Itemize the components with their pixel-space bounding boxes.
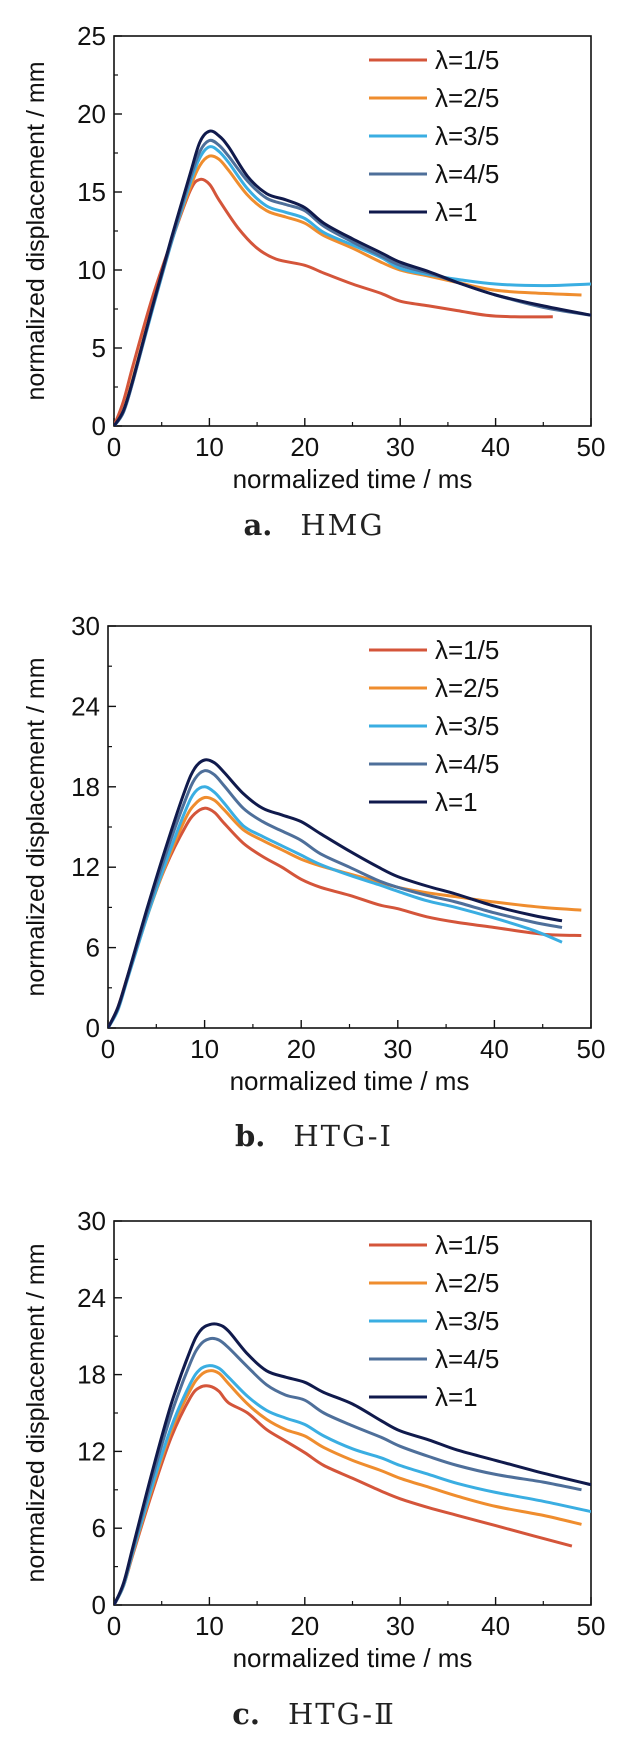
legend-label: λ=2/5 bbox=[435, 673, 499, 703]
caption-letter: b. bbox=[235, 1119, 266, 1153]
chart-panel-hmg: 0 10 20 30 40 50 0 5 10 15 20 25 normalized time / m… bbox=[0, 0, 628, 560]
y-tick-label: 30 bbox=[71, 611, 100, 641]
y-tick-label: 24 bbox=[77, 1283, 106, 1313]
series-line bbox=[108, 758, 563, 1028]
x-tick-label: 40 bbox=[481, 1611, 510, 1641]
y-tick-label: 0 bbox=[86, 1013, 100, 1043]
x-axis-label: normalized time / ms bbox=[233, 1643, 473, 1673]
series-line bbox=[114, 1384, 573, 1605]
x-tick-label: 20 bbox=[290, 432, 319, 462]
x-tick-label: 0 bbox=[107, 432, 121, 462]
y-tick-label: 12 bbox=[77, 1436, 106, 1466]
caption-name: HTG-Ⅱ bbox=[287, 1697, 396, 1731]
legend-label: λ=3/5 bbox=[435, 711, 499, 741]
y-tick-label: 5 bbox=[92, 333, 106, 363]
series-line bbox=[108, 769, 563, 1028]
y-axis-label: normalized displacement / mm bbox=[22, 1243, 50, 1582]
x-tick-label: 10 bbox=[195, 1611, 224, 1641]
legend-label: λ=4/5 bbox=[435, 159, 499, 189]
caption-htg-1: b. HTG-Ⅰ bbox=[0, 1119, 628, 1153]
legend-label: λ=2/5 bbox=[435, 1268, 499, 1298]
series-line bbox=[114, 1364, 591, 1605]
x-tick-label: 10 bbox=[195, 432, 224, 462]
caption-hmg: a. HMG bbox=[0, 508, 628, 542]
x-tick-label: 0 bbox=[101, 1034, 115, 1064]
x-tick-label: 40 bbox=[480, 1034, 509, 1064]
x-tick-label: 50 bbox=[577, 1611, 606, 1641]
caption-name: HMG bbox=[300, 508, 385, 542]
x-axis-label: normalized time / ms bbox=[230, 1066, 470, 1096]
series-line bbox=[108, 795, 582, 1028]
series-line bbox=[114, 129, 591, 426]
y-tick-label: 15 bbox=[77, 177, 106, 207]
x-tick-label: 50 bbox=[577, 432, 606, 462]
legend-label: λ=1/5 bbox=[435, 1230, 499, 1260]
y-tick-label: 20 bbox=[77, 99, 106, 129]
legend-label: λ=1 bbox=[435, 1382, 478, 1412]
caption-letter: c. bbox=[232, 1697, 260, 1731]
legend-label: λ=3/5 bbox=[435, 121, 499, 151]
y-tick-label: 12 bbox=[71, 852, 100, 882]
series-line bbox=[108, 785, 563, 1028]
chart-hmg: 0 10 20 30 40 50 0 5 10 15 20 25 normalized time / m… bbox=[22, 21, 606, 494]
plot-frame bbox=[113, 1220, 592, 1606]
caption-htg-2: c. HTG-Ⅱ bbox=[0, 1697, 628, 1731]
y-tick-label: 30 bbox=[77, 1206, 106, 1236]
caption-letter: a. bbox=[243, 508, 273, 542]
legend-label: λ=4/5 bbox=[435, 749, 499, 779]
y-tick-label: 18 bbox=[77, 1360, 106, 1390]
caption-name: HTG-Ⅰ bbox=[293, 1119, 393, 1153]
x-tick-label: 40 bbox=[481, 432, 510, 462]
x-tick-label: 10 bbox=[190, 1034, 219, 1064]
legend-label: λ=4/5 bbox=[435, 1344, 499, 1374]
x-tick-label: 30 bbox=[386, 432, 415, 462]
y-tick-label: 0 bbox=[92, 411, 106, 441]
legend-label: λ=1/5 bbox=[435, 635, 499, 665]
series-line bbox=[114, 1336, 582, 1605]
x-tick-label: 20 bbox=[290, 1611, 319, 1641]
y-axis-label: normalized displacement / mm bbox=[22, 61, 50, 400]
x-tick-label: 0 bbox=[107, 1611, 121, 1641]
plot-frame bbox=[113, 35, 592, 427]
x-tick-label: 30 bbox=[386, 1611, 415, 1641]
legend-label: λ=1/5 bbox=[435, 45, 499, 75]
y-tick-label: 18 bbox=[71, 772, 100, 802]
y-tick-label: 24 bbox=[71, 691, 100, 721]
x-tick-label: 30 bbox=[383, 1034, 412, 1064]
x-tick-label: 20 bbox=[287, 1034, 316, 1064]
legend-label: λ=3/5 bbox=[435, 1306, 499, 1336]
x-tick-label: 50 bbox=[577, 1034, 606, 1064]
y-tick-label: 10 bbox=[77, 255, 106, 285]
y-tick-label: 6 bbox=[86, 933, 100, 963]
series-line bbox=[114, 1322, 591, 1605]
y-tick-label: 6 bbox=[92, 1513, 106, 1543]
x-axis-label: normalized time / ms bbox=[233, 464, 473, 494]
chart-panel-htg-1: 0 10 20 30 40 50 0 6 12 18 24 30 normalized time / m… bbox=[0, 590, 628, 1180]
y-tick-label: 0 bbox=[92, 1590, 106, 1620]
legend-label: λ=1 bbox=[435, 197, 478, 227]
chart-panel-htg-2: 0 10 20 30 40 50 0 6 12 18 24 30 normalized time / m… bbox=[0, 1185, 628, 1759]
legend-label: λ=2/5 bbox=[435, 83, 499, 113]
legend-label: λ=1 bbox=[435, 787, 478, 817]
y-axis-label: normalized displacement / mm bbox=[22, 657, 50, 996]
y-tick-label: 25 bbox=[77, 21, 106, 51]
